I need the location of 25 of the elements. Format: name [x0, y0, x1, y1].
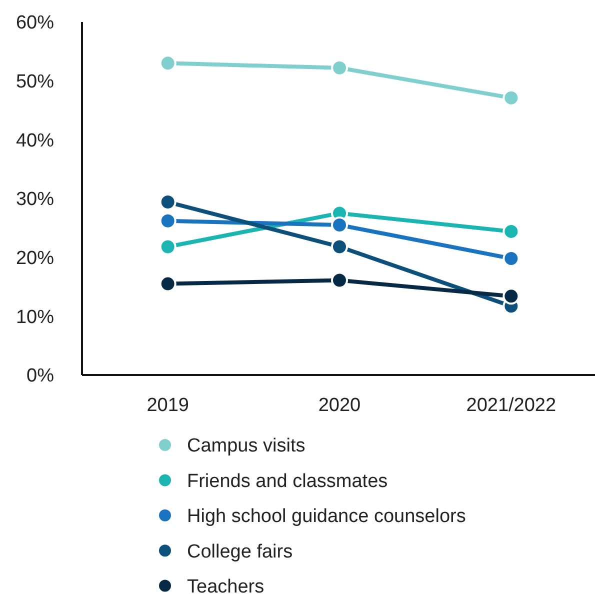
point [159, 54, 176, 72]
point [502, 288, 520, 305]
legend-label: High school guidance counselors [187, 506, 466, 528]
y-tick-label: 20% [16, 248, 54, 269]
y-tick-label: 10% [16, 306, 54, 328]
point [159, 212, 176, 230]
y-tick-label: 60% [16, 12, 54, 34]
point [331, 238, 348, 256]
y-tick-label: 50% [16, 71, 54, 92]
legend-label: Teachers [187, 576, 264, 594]
point [331, 216, 348, 234]
y-tick-label: 40% [16, 130, 54, 152]
legend-label: College fairs [187, 541, 293, 562]
x-tick-label: 2021/2022 [466, 395, 556, 416]
point [331, 59, 348, 76]
y-tick-label: 0% [26, 366, 54, 387]
x-tick-label: 2019 [146, 395, 189, 416]
point [159, 275, 176, 292]
legend-label: Friends and classmates [187, 470, 388, 492]
point [331, 272, 348, 289]
legend-label: Campus visits [187, 436, 306, 457]
x-tick-label: 2020 [318, 395, 361, 416]
y-tick-label: 30% [16, 189, 54, 210]
point [502, 89, 520, 106]
point [159, 238, 176, 256]
